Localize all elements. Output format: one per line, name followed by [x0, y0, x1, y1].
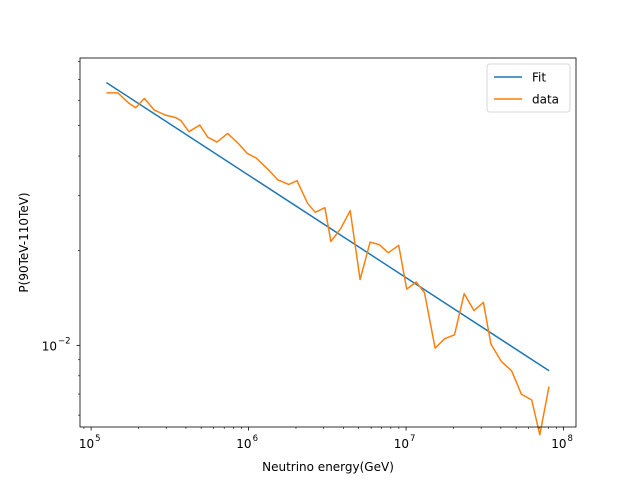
y-tick-label-base: 10 — [42, 339, 57, 353]
x-tick-label-exponent: 5 — [95, 434, 100, 444]
x-tick-label: 10 6 — [236, 434, 258, 451]
y-axis-ticks: 10 −2 — [42, 61, 80, 416]
axes-frame — [79, 57, 577, 428]
legend-box — [486, 63, 571, 113]
x-tick-label-exponent: 6 — [253, 434, 258, 444]
x-tick-label-base: 10 — [236, 437, 251, 451]
legend-item-fit: Fit — [494, 71, 546, 85]
x-tick-label-exponent: 8 — [568, 434, 573, 444]
legend-item-data: data — [494, 93, 559, 107]
x-tick-label-exponent: 7 — [410, 434, 415, 444]
x-tick-label-base: 10 — [394, 437, 409, 451]
series-layer — [105, 81, 550, 436]
y-axis-label: P(90TeV-110TeV) — [17, 192, 31, 292]
legend: Fit data — [486, 63, 571, 113]
x-axis-ticks: 10 5 10 6 10 7 10 8 — [79, 427, 573, 451]
legend-label: Fit — [532, 71, 546, 85]
x-axis-label: Neutrino energy(GeV) — [262, 460, 394, 474]
x-tick-label-base: 10 — [551, 437, 566, 451]
series-line-data — [106, 92, 550, 436]
y-tick-label-exponent: −2 — [58, 336, 71, 346]
x-tick-label: 10 8 — [551, 434, 573, 451]
legend-label: data — [532, 93, 559, 107]
x-tick-label: 10 7 — [394, 434, 416, 451]
x-tick-label-base: 10 — [79, 437, 94, 451]
x-tick-label: 10 5 — [79, 434, 101, 451]
y-tick-label: 10 −2 — [42, 336, 71, 353]
